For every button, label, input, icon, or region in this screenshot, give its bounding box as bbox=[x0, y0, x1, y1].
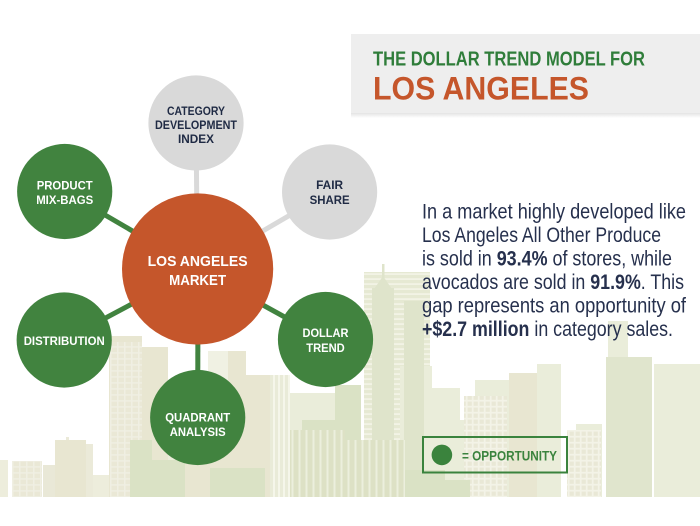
svg-text:Los Angeles All Other Produce: Los Angeles All Other Produce bbox=[422, 224, 661, 247]
svg-text:avocados are sold in 91.9%. Th: avocados are sold in 91.9%. This bbox=[422, 271, 684, 294]
svg-text:DEVELOPMENT: DEVELOPMENT bbox=[155, 118, 238, 132]
svg-text:LOS ANGELES: LOS ANGELES bbox=[373, 71, 589, 107]
svg-text:MARKET: MARKET bbox=[169, 272, 226, 289]
svg-text:INDEX: INDEX bbox=[178, 132, 214, 146]
svg-text:DOLLAR: DOLLAR bbox=[303, 326, 349, 340]
svg-text:LOS ANGELES: LOS ANGELES bbox=[148, 253, 248, 270]
svg-text:+$2.7 million in category sale: +$2.7 million in category sales. bbox=[422, 318, 673, 341]
svg-text:= OPPORTUNITY: = OPPORTUNITY bbox=[462, 448, 558, 464]
svg-text:is sold in 93.4% of stores, wh: is sold in 93.4% of stores, while bbox=[422, 247, 672, 270]
svg-text:CATEGORY: CATEGORY bbox=[167, 104, 225, 118]
svg-text:MIX-BAGS: MIX-BAGS bbox=[36, 193, 93, 207]
svg-text:In a market highly developed l: In a market highly developed like bbox=[422, 200, 686, 223]
svg-text:SHARE: SHARE bbox=[310, 193, 350, 207]
svg-text:ANALYSIS: ANALYSIS bbox=[170, 425, 226, 439]
svg-text:QUADRANT: QUADRANT bbox=[165, 410, 231, 424]
svg-text:DISTRIBUTION: DISTRIBUTION bbox=[24, 334, 105, 348]
svg-text:FAIR: FAIR bbox=[316, 178, 343, 192]
svg-text:gap represents an opportunity: gap represents an opportunity of bbox=[422, 294, 686, 317]
svg-text:THE DOLLAR TREND MODEL FOR: THE DOLLAR TREND MODEL FOR bbox=[373, 48, 645, 71]
svg-text:PRODUCT: PRODUCT bbox=[37, 178, 94, 192]
svg-text:TREND: TREND bbox=[306, 341, 345, 355]
